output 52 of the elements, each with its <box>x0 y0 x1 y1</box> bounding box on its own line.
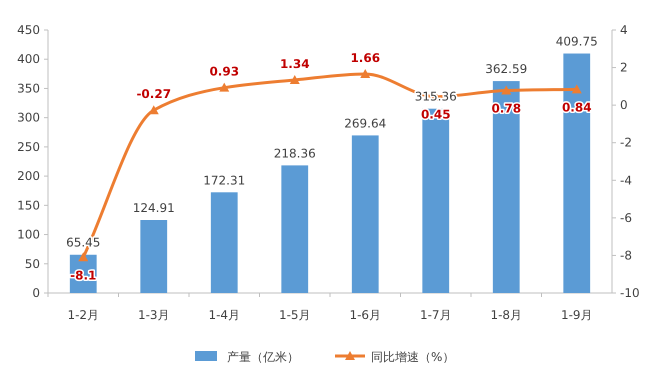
x-tick-label: 1-9月 <box>560 308 593 322</box>
y-tick-label: 250 <box>17 140 40 154</box>
data-label: 362.59 <box>485 62 528 76</box>
point <box>360 68 370 78</box>
y-tick-label: 400 <box>17 52 40 66</box>
data-label: -8.1 <box>70 268 96 282</box>
y-tick-label: 200 <box>17 169 40 184</box>
point <box>78 252 88 262</box>
y-tick-label: 100 <box>17 228 40 242</box>
y2-tick-label: -8 <box>620 248 632 262</box>
point <box>290 74 300 84</box>
y2-tick-label: 4 <box>620 23 628 37</box>
y-tick-label: 50 <box>24 256 40 271</box>
y2-tick-label: -2 <box>620 136 632 150</box>
point <box>219 82 230 92</box>
legend-label: 产量（亿米） <box>227 350 299 364</box>
legend-label: 同比增速（%） <box>371 350 454 364</box>
bar <box>422 108 450 293</box>
x-tick-label: 1-3月 <box>138 308 170 322</box>
x-tick-label: 1-8月 <box>490 308 522 322</box>
point <box>501 85 512 94</box>
y2-tick-label: -10 <box>620 286 640 300</box>
y-tick-label: 350 <box>17 81 40 96</box>
y-tick-label: 0 <box>32 286 40 300</box>
bar <box>210 192 238 293</box>
y2-tick-label: 0 <box>620 98 628 112</box>
data-label: 409.75 <box>556 34 598 49</box>
x-tick-label: 1-4月 <box>208 308 240 322</box>
data-label: 1.34 <box>280 56 310 71</box>
x-tick-label: 1-2月 <box>67 308 100 322</box>
bar <box>140 220 168 293</box>
x-tick-label: 1-7月 <box>420 308 452 322</box>
bar <box>352 135 379 293</box>
data-label: 0.93 <box>209 64 240 79</box>
y2-tick-label: -6 <box>620 210 632 225</box>
y-tick-label: 300 <box>17 110 40 125</box>
data-label: -0.27 <box>136 87 172 102</box>
y2-tick-label: -4 <box>620 173 632 188</box>
data-label: 269.64 <box>344 116 386 130</box>
y-tick-label: 150 <box>17 198 40 212</box>
point <box>572 84 582 94</box>
data-label: 124.91 <box>132 200 175 215</box>
data-label: 1.66 <box>350 50 380 65</box>
data-label: 218.36 <box>274 146 316 160</box>
bar <box>492 81 520 293</box>
y2-tick-label: 2 <box>620 60 628 75</box>
bar <box>281 165 308 293</box>
y-tick-label: 450 <box>17 23 40 37</box>
bar <box>563 54 590 293</box>
x-tick-label: 1-6月 <box>349 308 382 322</box>
x-tick-label: 1-5月 <box>278 308 311 322</box>
data-label: 172.31 <box>203 173 246 188</box>
